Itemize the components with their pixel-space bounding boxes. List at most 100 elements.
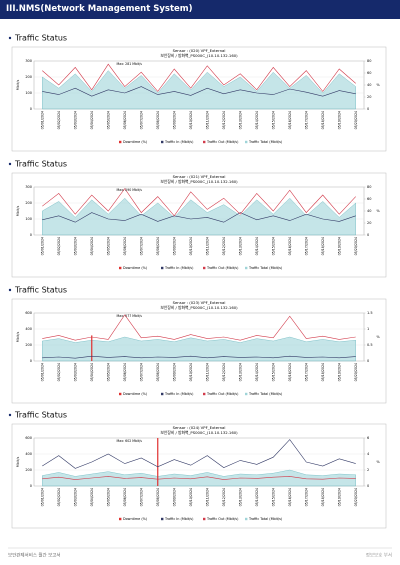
legend-swatch	[245, 140, 248, 144]
x-tick-label: 05/07/2024	[139, 111, 143, 129]
x-tick-label: 05/14/2024	[255, 237, 259, 255]
legend-swatch	[245, 517, 248, 521]
section-heading: Traffic Status	[14, 160, 67, 169]
traffic-line	[42, 212, 356, 223]
y-tick-label: 300	[25, 185, 32, 189]
y2-tick-label: 6	[367, 436, 369, 440]
legend-label: Traffic Out (Mbit/s)	[206, 140, 239, 144]
downtime-bar	[91, 335, 93, 361]
section-heading: Traffic Status	[14, 286, 67, 295]
x-tick-label: 05/06/2024	[123, 363, 127, 381]
y-tick-label: 0	[30, 107, 32, 111]
x-tick-label: 05/14/2024	[255, 488, 259, 506]
legend-label: Downtime (%)	[123, 140, 148, 144]
chart-subtitle: 보안장비 / 방화벽_PS000C_(10.10.132.160)	[160, 179, 238, 184]
x-tick-label: 05/13/2024	[238, 363, 242, 381]
bullet	[8, 162, 12, 166]
chart-title: Sensor : (021) VPF_External	[173, 174, 226, 179]
y2-axis-label: %	[376, 83, 380, 87]
legend-label: Traffic Total (Mbit/s)	[248, 266, 283, 270]
x-tick-label: 05/05/2024	[106, 237, 110, 255]
legend-label: Downtime (%)	[123, 266, 148, 270]
legend-swatch	[161, 392, 164, 396]
y-axis-label: Mbit/s	[16, 457, 20, 468]
x-tick-label: 05/02/2024	[57, 488, 61, 506]
legend-swatch	[161, 140, 164, 144]
x-tick-label: 05/15/2024	[271, 363, 275, 381]
chart-subtitle: 보안장비 / 방화벽_PS000C_(10.10.132.160)	[160, 305, 238, 310]
footer-right: 정보보호 부서	[366, 552, 392, 559]
x-tick-label: 05/19/2024	[337, 363, 341, 381]
x-tick-label: 05/16/2024	[288, 237, 292, 255]
y2-axis-label: %	[376, 335, 380, 339]
x-tick-label: 05/17/2024	[304, 237, 308, 255]
y2-tick-label: 40	[367, 209, 371, 213]
traffic-line	[42, 86, 356, 97]
y2-tick-label: 1	[367, 327, 369, 331]
traffic-area	[42, 336, 356, 362]
x-tick-label: 05/09/2024	[172, 363, 176, 381]
y2-tick-label: 80	[367, 185, 371, 189]
legend-label: Traffic In (Mbit/s)	[164, 392, 194, 396]
y2-tick-label: 0	[367, 107, 369, 111]
traffic-line	[42, 355, 356, 359]
y-tick-label: 400	[25, 327, 32, 331]
y-tick-label: 0	[30, 359, 32, 363]
x-tick-label: 05/16/2024	[288, 363, 292, 381]
x-tick-label: 05/08/2024	[156, 237, 160, 255]
x-tick-label: 05/01/2024	[40, 363, 44, 381]
y-tick-label: 400	[25, 452, 32, 456]
x-tick-label: 05/08/2024	[156, 111, 160, 129]
y2-axis-label: %	[376, 460, 380, 464]
y2-tick-label: 0	[367, 359, 369, 363]
x-tick-label: 05/06/2024	[123, 237, 127, 255]
y-tick-label: 0	[30, 484, 32, 488]
x-tick-label: 05/14/2024	[255, 111, 259, 129]
y2-tick-label: 0	[367, 484, 369, 488]
legend-swatch	[245, 392, 248, 396]
x-tick-label: 05/18/2024	[321, 111, 325, 129]
x-tick-label: 05/10/2024	[189, 237, 193, 255]
legend-label: Traffic In (Mbit/s)	[164, 266, 194, 270]
x-tick-label: 05/08/2024	[156, 363, 160, 381]
y-tick-label: 0	[30, 233, 32, 237]
y-axis-label: Mbit/s	[16, 80, 20, 91]
chart-annotation: Max: 290 Mbit/s	[117, 188, 143, 192]
x-tick-label: 05/10/2024	[189, 488, 193, 506]
legend-label: Traffic Out (Mbit/s)	[206, 266, 239, 270]
chart-annotation: Max: 602 Mbit/s	[117, 439, 143, 443]
chart-subtitle: 보안장비 / 방화벽_PS000C_(10.10.132.160)	[160, 53, 238, 58]
x-tick-label: 05/14/2024	[255, 363, 259, 381]
x-tick-label: 05/11/2024	[205, 488, 209, 506]
x-tick-label: 05/04/2024	[90, 237, 94, 255]
x-tick-label: 05/18/2024	[321, 237, 325, 255]
y-tick-label: 200	[25, 201, 32, 205]
traffic-line	[42, 188, 356, 217]
y-axis-label: Mbit/s	[16, 332, 20, 343]
x-tick-label: 05/11/2024	[205, 237, 209, 255]
x-tick-label: 05/11/2024	[205, 363, 209, 381]
x-tick-label: 05/03/2024	[73, 237, 77, 255]
x-tick-label: 05/10/2024	[189, 111, 193, 129]
x-tick-label: 05/04/2024	[90, 488, 94, 506]
chart-title: Sensor : (024) VPF_External	[173, 425, 226, 430]
legend-label: Traffic Total (Mbit/s)	[248, 517, 283, 521]
x-tick-label: 05/19/2024	[337, 111, 341, 129]
legend-swatch	[119, 266, 122, 270]
x-tick-label: 05/01/2024	[40, 488, 44, 506]
chart-title: Sensor : (020) VPF_External	[173, 48, 226, 53]
legend-label: Traffic Total (Mbit/s)	[248, 392, 283, 396]
x-tick-label: 05/20/2024	[354, 363, 358, 381]
chart-title: Sensor : (023) VPF_External	[173, 300, 226, 305]
x-tick-label: 05/09/2024	[172, 111, 176, 129]
x-tick-label: 05/03/2024	[73, 488, 77, 506]
x-tick-label: 05/10/2024	[189, 363, 193, 381]
legend-swatch	[119, 392, 122, 396]
legend-label: Downtime (%)	[123, 517, 148, 521]
legend-label: Traffic In (Mbit/s)	[164, 517, 194, 521]
legend-label: Traffic In (Mbit/s)	[164, 140, 194, 144]
legend-swatch	[203, 140, 206, 144]
x-tick-label: 05/13/2024	[238, 237, 242, 255]
